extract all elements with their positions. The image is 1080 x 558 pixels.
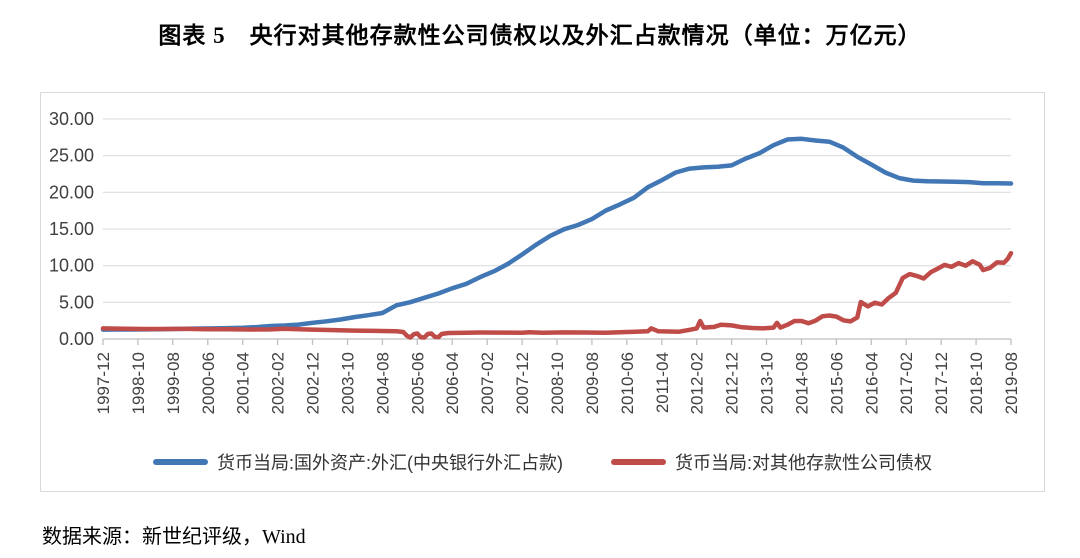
svg-text:2012-12: 2012-12 [723,352,742,414]
svg-text:2018-10: 2018-10 [967,352,986,414]
svg-text:2003-10: 2003-10 [339,352,358,414]
svg-text:10.00: 10.00 [49,256,94,276]
svg-text:1998-10: 1998-10 [129,352,148,414]
svg-text:2007-02: 2007-02 [478,352,497,414]
fx-series-legend-label: 货币当局:国外资产:外汇(中央银行外汇占款) [217,453,563,473]
svg-text:2005-06: 2005-06 [408,352,427,414]
data-source-text: 数据来源：新世纪评级，Wind [42,526,306,548]
svg-text:2002-02: 2002-02 [269,352,288,414]
svg-text:15.00: 15.00 [49,219,94,239]
svg-text:25.00: 25.00 [49,146,94,166]
fx-series-line-marker-icon [153,459,208,465]
legend-item-claims: 货币当局:对其他存款性公司债权 [611,449,932,475]
svg-text:2016-04: 2016-04 [862,352,881,414]
chart-canvas: 0.00 5.00 10.00 15.00 20.00 25.00 30.00 1997-12… [49,109,1021,414]
svg-text:2008-10: 2008-10 [548,352,567,414]
svg-text:0.00: 0.00 [59,329,94,349]
svg-text:2019-08: 2019-08 [1002,352,1021,414]
svg-text:1997-12: 1997-12 [94,352,113,414]
claims-series-legend-label: 货币当局:对其他存款性公司债权 [675,453,932,473]
svg-text:30.00: 30.00 [49,109,94,129]
svg-text:2009-08: 2009-08 [583,352,602,414]
legend-item-fx: 货币当局:国外资产:外汇(中央银行外汇占款) [153,449,563,475]
svg-text:20.00: 20.00 [49,182,94,202]
svg-text:2011-04: 2011-04 [653,352,672,413]
svg-text:2000-06: 2000-06 [199,352,218,414]
svg-text:2017-12: 2017-12 [932,352,951,414]
svg-text:2012-02: 2012-02 [688,352,707,414]
svg-text:5.00: 5.00 [59,292,94,312]
svg-text:2017-02: 2017-02 [897,352,916,414]
svg-text:2007-12: 2007-12 [513,352,532,414]
svg-text:2002-12: 2002-12 [304,352,323,414]
svg-text:2010-06: 2010-06 [618,352,637,414]
chart-box: 0.00 5.00 10.00 15.00 20.00 25.00 30.00 1997-12… [40,92,1045,492]
svg-text:2014-08: 2014-08 [793,352,812,414]
svg-text:2004-08: 2004-08 [373,352,392,414]
svg-text:2001-04: 2001-04 [234,352,253,414]
svg-text:2015-06: 2015-06 [827,352,846,414]
svg-text:1999-08: 1999-08 [164,352,183,414]
chart-title: 图表 5 央行对其他存款性公司债权以及外汇占款情况（单位：万亿元） [158,23,922,48]
chart-legend: 货币当局:国外资产:外汇(中央银行外汇占款) 货币当局:对其他存款性公司债权 [41,449,1044,475]
svg-text:2006-04: 2006-04 [443,352,462,414]
svg-text:2013-10: 2013-10 [758,352,777,414]
claims-series-line-marker-icon [611,459,666,465]
